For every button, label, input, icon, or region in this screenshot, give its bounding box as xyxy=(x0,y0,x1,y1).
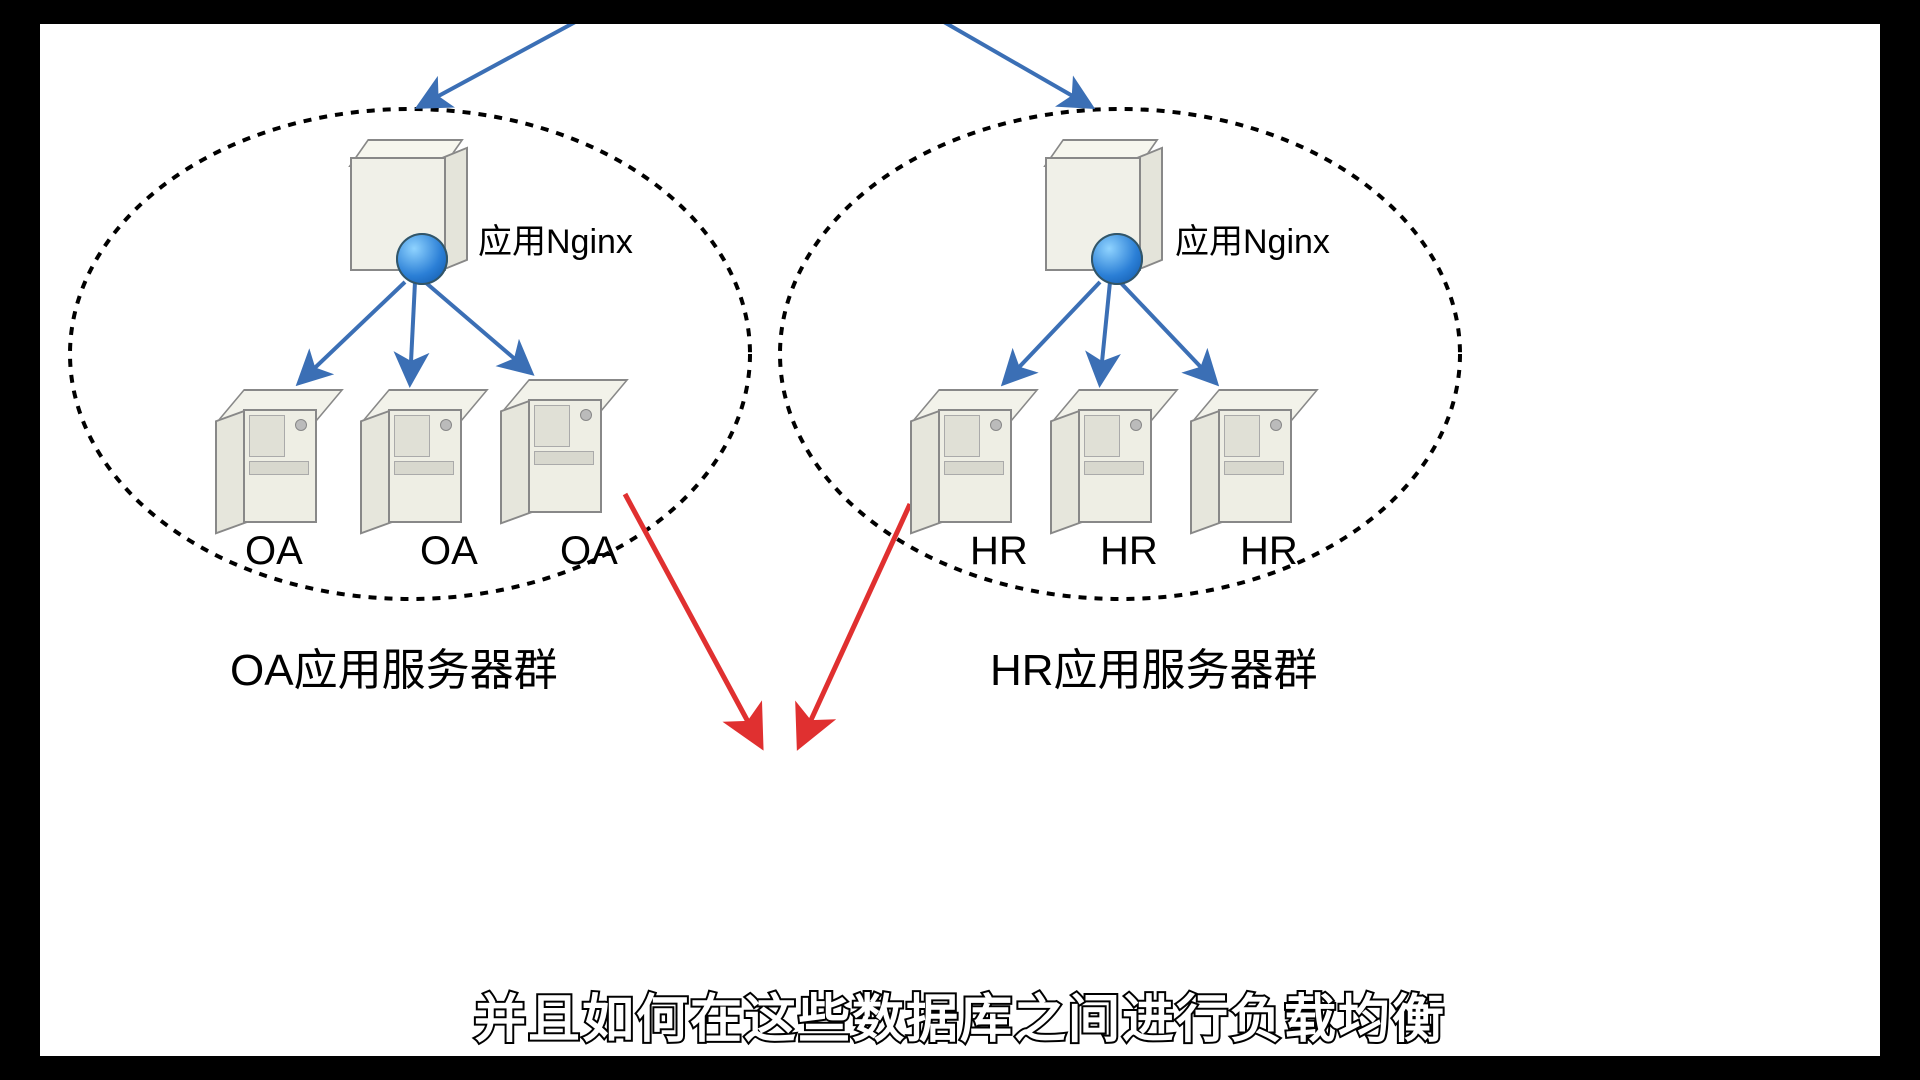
server-label: OA xyxy=(560,529,618,574)
arrow xyxy=(300,282,405,382)
arrow xyxy=(425,282,530,372)
arrow xyxy=(800,504,910,744)
arrow xyxy=(410,282,415,382)
server-label: HR xyxy=(970,529,1028,574)
server-label: OA xyxy=(420,529,478,574)
server-tower-icon xyxy=(1190,389,1290,519)
nginx-server-icon xyxy=(1045,139,1165,279)
server-tower-icon xyxy=(500,379,600,509)
cluster-group-label: OA应用服务器群 xyxy=(230,634,558,698)
cluster-group-label: HR应用服务器群 xyxy=(990,634,1318,698)
server-label: HR xyxy=(1240,529,1298,574)
server-tower-icon xyxy=(1050,389,1150,519)
diagram-panel: 应用Nginx OA OA OA OA应用服务器群 应用Nginx HR HR HR HR应用服务… xyxy=(40,24,1880,1056)
arrow xyxy=(625,494,760,744)
subtitle-caption: 并且如何在这些数据库之间进行负载均衡 xyxy=(0,977,1920,1052)
arrow xyxy=(1100,282,1110,382)
server-tower-icon xyxy=(910,389,1010,519)
server-label: HR xyxy=(1100,529,1158,574)
nginx-label: 应用Nginx xyxy=(478,214,633,263)
arrow xyxy=(1120,282,1215,382)
arrow xyxy=(930,24,1090,106)
server-tower-icon xyxy=(360,389,460,519)
server-label: OA xyxy=(245,529,303,574)
arrow xyxy=(1005,282,1100,382)
nginx-label: 应用Nginx xyxy=(1175,214,1330,263)
nginx-server-icon xyxy=(350,139,470,279)
diagram-svg xyxy=(40,24,1880,1056)
arrow xyxy=(420,24,590,106)
server-tower-icon xyxy=(215,389,315,519)
